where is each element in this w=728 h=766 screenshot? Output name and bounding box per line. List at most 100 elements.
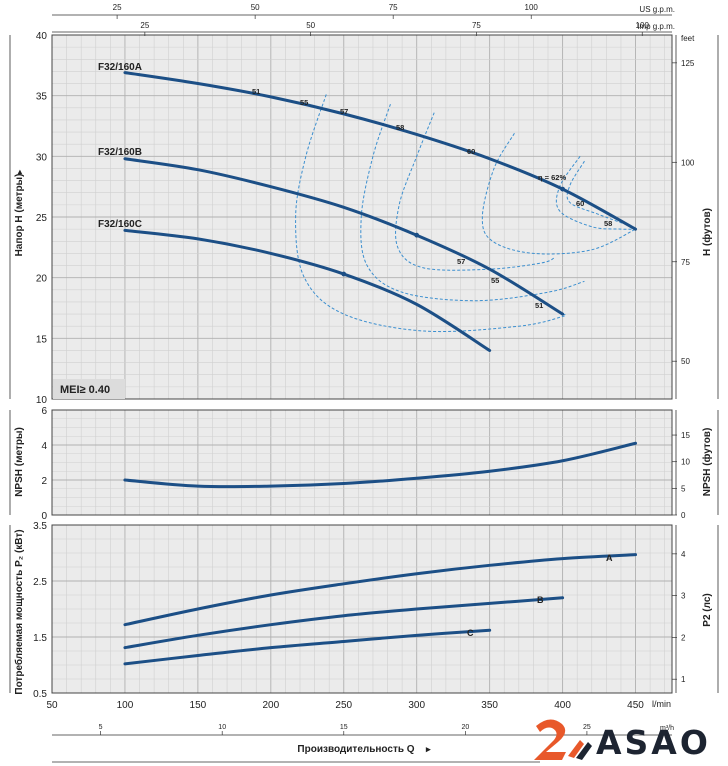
y-tick-label: 2.5: [33, 577, 47, 588]
y-tick-label: 40: [36, 31, 48, 42]
efficiency-contour-3: [481, 133, 636, 255]
m3h-tick-label: 25: [583, 724, 591, 731]
eff-label-62: η = 62%: [538, 173, 566, 182]
series-label-f32-160c: F32/160C: [98, 219, 142, 230]
y2-tick-label: 15: [681, 431, 690, 440]
y2-tick-label: 75: [681, 258, 690, 267]
x-tick-label: 250: [335, 700, 352, 711]
eff-label-55-lower: 55: [491, 276, 499, 285]
x-axis-arrow: ▸: [425, 744, 431, 754]
power-label-b: B: [537, 595, 544, 605]
top-scale-label: 75: [472, 21, 481, 30]
logo-mark-icon: [534, 719, 592, 760]
top-scale-label: 75: [389, 3, 398, 12]
eff-label-55: 55: [300, 98, 308, 107]
bep-marker: [414, 232, 420, 238]
power-hp-axis-title: P2 (лс): [702, 593, 713, 626]
head-axis-arrow: ▸: [15, 169, 24, 175]
npsh-curve: [123, 441, 638, 489]
y-tick-label: 15: [36, 334, 48, 345]
logo-text: ASAO: [596, 723, 711, 762]
y-tick-label: 10: [36, 395, 48, 406]
power-label-c: C: [467, 628, 474, 638]
power-curve-B: [123, 596, 565, 650]
top-scale-label: 100: [525, 3, 539, 12]
m3h-tick-label: 10: [218, 724, 226, 731]
x-tick-label: 400: [554, 700, 571, 711]
x-tick-label: 350: [481, 700, 498, 711]
y-tick-label: 35: [36, 92, 48, 103]
efficiency-contour-2: [395, 112, 555, 271]
efficiency-contours: [295, 94, 636, 333]
y-tick-label: 0.5: [33, 689, 47, 700]
y-tick-label: 25: [36, 213, 48, 224]
eff-label-60: 60: [467, 147, 475, 156]
top-scale-label: 50: [306, 21, 315, 30]
power-label-a: A: [606, 553, 613, 563]
y2-tick-label: 3: [681, 592, 686, 601]
y2-tick-label: 2: [681, 633, 686, 642]
y2-tick-label: 125: [681, 59, 695, 68]
y2-tick-label: 5: [681, 484, 686, 493]
y-tick-label: 6: [41, 406, 47, 417]
y2-tick-label: 50: [681, 357, 690, 366]
y2-tick-label: 100: [681, 158, 695, 167]
x-tick-label: 50: [46, 700, 58, 711]
y-tick-label: 3.5: [33, 521, 47, 532]
eff-label-58-right: 58: [604, 219, 612, 228]
efficiency-contour-0: [295, 94, 567, 333]
m3h-tick-label: 15: [340, 724, 348, 731]
imp-gpm-unit: Imp g.p.m.: [637, 22, 675, 31]
feet-unit-label: feet: [681, 34, 695, 43]
efficiency-contour-1: [360, 104, 585, 302]
mei-badge-bg: [53, 379, 125, 399]
head-axis-title: Напор H (метры): [14, 174, 25, 257]
x-tick-label: 200: [262, 700, 279, 711]
m3h-unit: m³/h: [660, 725, 674, 732]
x-tick-label: 100: [117, 700, 134, 711]
panel-frame-0: [51, 34, 673, 400]
tick-labels: 10152025303540507510012502460510150.51.5…: [33, 3, 695, 735]
performance-curves: [123, 71, 638, 666]
y2-tick-label: 4: [681, 550, 686, 559]
power-curve-A: [123, 553, 638, 627]
series-label-f32-160b: F32/160B: [98, 147, 142, 158]
npsh-axis-title: NPSH (метры): [14, 427, 25, 497]
y-tick-label: 4: [41, 441, 47, 452]
eff-label-57: 57: [340, 107, 348, 116]
eff-label-57-lower: 57: [457, 257, 465, 266]
head-curve-F32/160B: [123, 157, 565, 316]
eff-label-58: 58: [396, 123, 404, 132]
top-scale-label: 50: [251, 3, 260, 12]
x-tick-label: 150: [190, 700, 207, 711]
m3h-tick-label: 20: [461, 724, 469, 731]
x-axis-title: Производительность Q: [297, 744, 414, 755]
y-tick-label: 20: [36, 274, 48, 285]
top-scale-label: 100: [636, 21, 650, 30]
lmin-unit: l/min: [652, 699, 671, 709]
m3h-tick-label: 5: [99, 724, 103, 731]
efficiency-labels: 51 55 57 58 60 η = 62% 60 58 57 55 51: [252, 87, 612, 310]
x-tick-label: 300: [408, 700, 425, 711]
x-tick-label: 450: [627, 700, 644, 711]
panel-frame-2: [51, 524, 673, 694]
efficiency-contour-5: [566, 160, 636, 229]
asao-logo: ASAO: [532, 716, 728, 766]
y-tick-label: 1.5: [33, 633, 47, 644]
y-tick-label: 0: [41, 511, 47, 522]
eff-label-51: 51: [252, 87, 260, 96]
head-feet-axis-title: H (футов): [701, 208, 713, 256]
bep-marker: [341, 271, 347, 277]
top-scale-label: 25: [140, 21, 149, 30]
power-curve-C: [123, 628, 492, 666]
grid: [51, 34, 672, 694]
y-tick-label: 30: [36, 152, 48, 163]
y-tick-label: 2: [41, 476, 47, 487]
top-scale-label: 25: [113, 3, 122, 12]
panel-frames: [9, 34, 719, 694]
y2-tick-label: 10: [681, 458, 690, 467]
mei-badge: MEI≥ 0.40: [60, 384, 110, 396]
y2-tick-label: 0: [681, 511, 686, 520]
power-axis-title: Потребляемая мощность P₂ (кВт): [13, 529, 25, 694]
